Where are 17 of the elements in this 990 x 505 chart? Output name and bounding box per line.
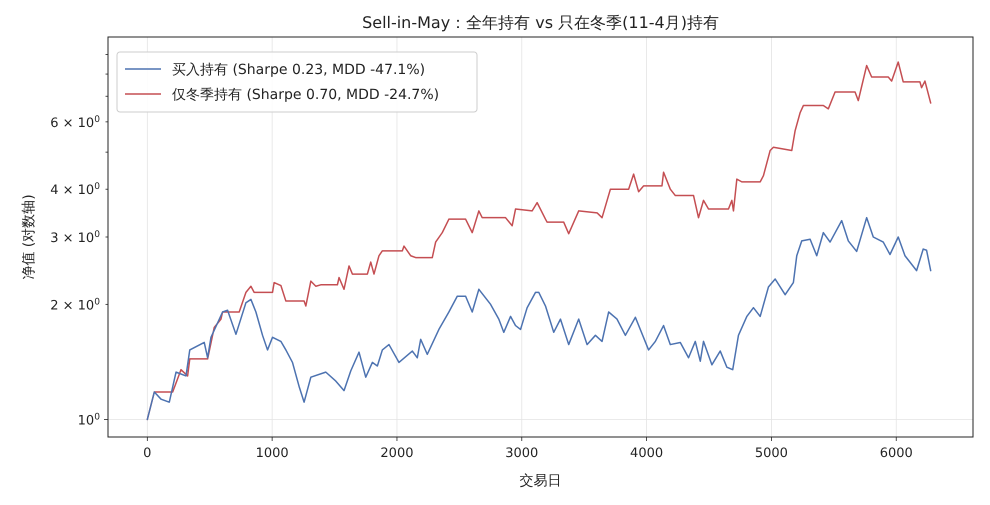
legend-label: 买入持有 (Sharpe 0.23, MDD -47.1%) bbox=[172, 62, 426, 78]
chart-title: Sell-in-May：全年持有 vs 只在冬季(11-4月)持有 bbox=[362, 13, 719, 32]
y-tick-label: 10$^{0}$ bbox=[78, 412, 100, 428]
x-tick-label: 4000 bbox=[630, 446, 664, 461]
y-axis-title: 净值 (对数轴) bbox=[21, 194, 37, 280]
x-tick-label: 0 bbox=[143, 446, 152, 461]
x-tick-label: 5000 bbox=[754, 446, 788, 461]
x-tick-label: 2000 bbox=[380, 446, 414, 461]
x-tick-label: 1000 bbox=[256, 446, 289, 461]
x-tick-label: 3000 bbox=[505, 446, 538, 461]
x-axis-title: 交易日 bbox=[520, 473, 562, 489]
y-tick-label: 4 × 10$^{0}$ bbox=[50, 182, 100, 198]
x-tick-label: 6000 bbox=[880, 446, 913, 461]
y-tick-label: 2 × 10$^{0}$ bbox=[50, 297, 100, 314]
legend-label: 仅冬季持有 (Sharpe 0.70, MDD -24.7%) bbox=[172, 87, 440, 103]
y-tick-label: 3 × 10$^{0}$ bbox=[50, 230, 100, 246]
y-tick-label: 6 × 10$^{0}$ bbox=[50, 114, 100, 131]
